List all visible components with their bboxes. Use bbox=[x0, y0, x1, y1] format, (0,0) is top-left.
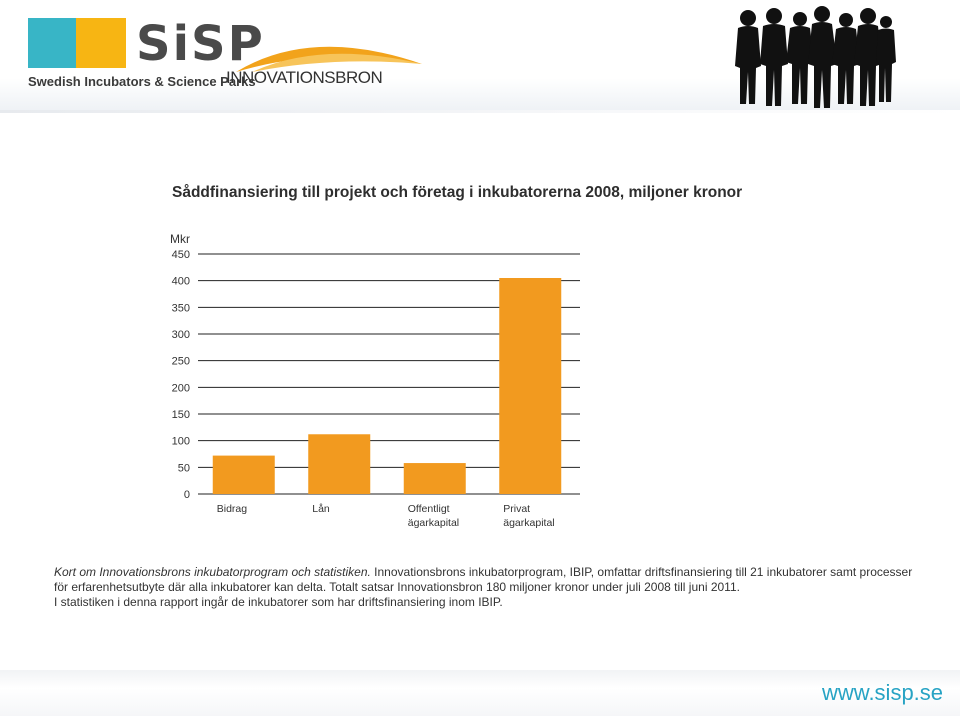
footer bbox=[0, 670, 960, 716]
sisp-logo-yellow-square-icon bbox=[76, 18, 126, 68]
chart-x-tick-labels: Bidrag Lån Offentligt ägarkapital Privat ägar… bbox=[217, 503, 555, 529]
y-tick-label: 300 bbox=[172, 329, 190, 341]
chart-title: Såddfinansiering till projekt och företa… bbox=[172, 184, 743, 201]
y-tick-label: 0 bbox=[184, 489, 190, 501]
bar bbox=[499, 278, 562, 494]
bar-chart: 0 50 100 150 200 250 300 350 400 450 Mkr Bidrag Lå… bbox=[170, 232, 580, 529]
innovationsbron-logo-text: INNOVATIONSBRON bbox=[226, 68, 383, 87]
innovationsbron-arc-icon bbox=[236, 46, 422, 72]
x-tick-label: Privat bbox=[503, 503, 530, 515]
sisp-logo-text: SiSP bbox=[136, 16, 265, 72]
caption-line2: I statistiken i denna rapport ingår de i… bbox=[54, 595, 503, 609]
caption-lead: Kort om Innovationsbrons inkubatorprogra… bbox=[54, 565, 371, 579]
y-tick-label: 450 bbox=[172, 249, 190, 261]
x-tick-label: Offentligt bbox=[408, 503, 450, 515]
footer-url: www.sisp.se bbox=[822, 680, 944, 705]
y-tick-label: 350 bbox=[172, 302, 190, 314]
header-divider bbox=[0, 110, 960, 113]
sisp-logo-teal-square-icon bbox=[28, 18, 76, 68]
x-tick-label: ägarkapital bbox=[503, 517, 554, 529]
y-tick-label: 50 bbox=[178, 462, 190, 474]
y-axis-label: Mkr bbox=[170, 232, 190, 246]
sisp-logo: SiSP Swedish Incubators & Science Parks bbox=[24, 14, 324, 94]
y-tick-label: 400 bbox=[172, 276, 190, 288]
x-tick-label: Bidrag bbox=[217, 503, 248, 515]
x-tick-label: ägarkapital bbox=[408, 517, 459, 529]
sisp-logo-subtitle: Swedish Incubators & Science Parks bbox=[28, 74, 256, 89]
bar bbox=[212, 455, 275, 494]
people-silhouettes-icon bbox=[735, 6, 896, 108]
y-tick-label: 100 bbox=[172, 436, 190, 448]
y-tick-label: 200 bbox=[172, 382, 190, 394]
x-tick-label: Lån bbox=[312, 503, 330, 515]
caption-body: Innovationsbrons inkubatorprogram, IBIP,… bbox=[54, 565, 913, 594]
chart-bars bbox=[212, 278, 562, 494]
bar bbox=[403, 463, 466, 494]
chart-y-tick-labels: 0 50 100 150 200 250 300 350 400 450 bbox=[172, 249, 190, 501]
y-tick-label: 150 bbox=[172, 409, 190, 421]
y-tick-label: 250 bbox=[172, 356, 190, 368]
bar bbox=[308, 434, 371, 494]
innovationsbron-logo: INNOVATIONSBRON bbox=[222, 34, 432, 94]
caption-text: Kort om Innovationsbrons inkubatorprogra… bbox=[54, 565, 924, 610]
